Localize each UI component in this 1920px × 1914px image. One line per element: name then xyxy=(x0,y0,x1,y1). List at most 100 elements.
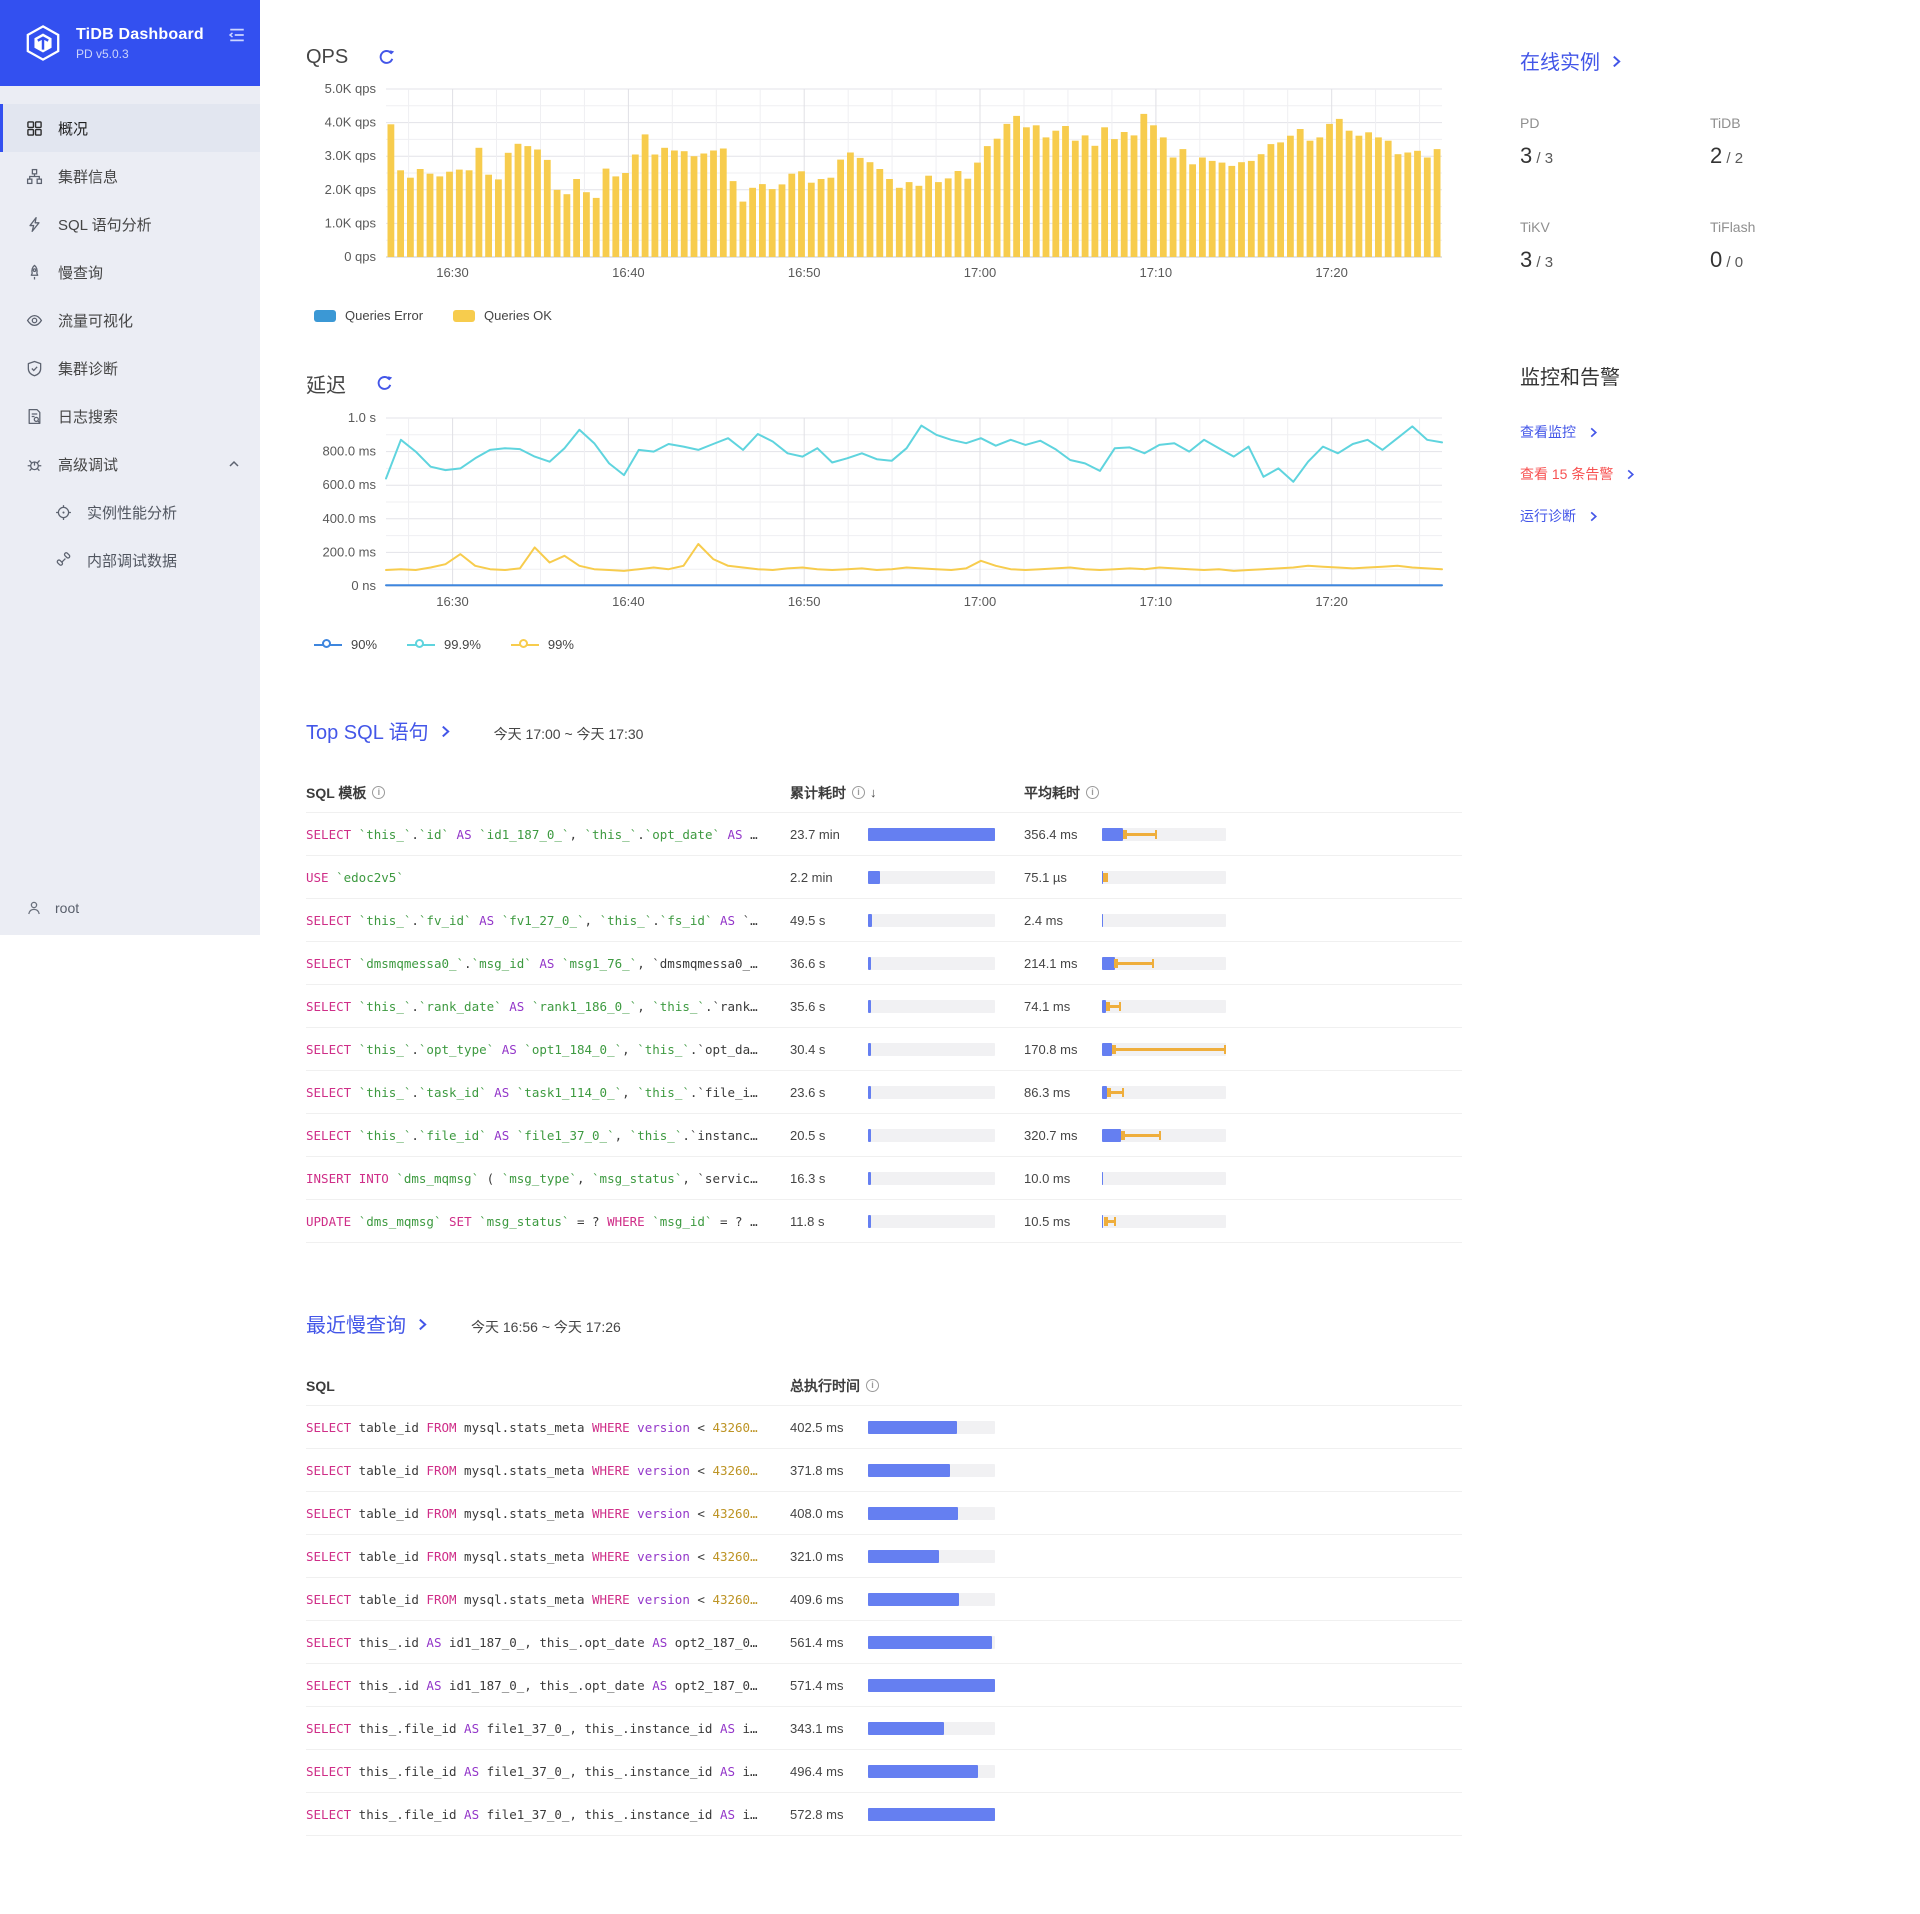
sidebar-item-label: 集群信息 xyxy=(58,168,119,186)
sidebar-item-label: 集群诊断 xyxy=(58,360,119,378)
exec-time-bar xyxy=(868,1420,995,1434)
sidebar-collapse-icon[interactable] xyxy=(228,26,246,44)
legend-marker xyxy=(407,638,436,651)
sort-desc-icon[interactable]: ↓ xyxy=(870,785,877,800)
link-run-diagnose[interactable]: 运行诊断 xyxy=(1520,506,1880,526)
legend-item-99.9%[interactable]: 99.9% xyxy=(407,637,481,652)
sql-template: SELECT `this_`.`id` AS `id1_187_0_`, `th… xyxy=(306,826,758,842)
table-row[interactable]: SELECT `dmsmqmessa0_`.`msg_id` AS `msg1_… xyxy=(306,942,1462,985)
table-row[interactable]: USE `edoc2v5` 2.2 min 75.1 µs xyxy=(306,856,1462,899)
table-row[interactable]: SELECT `this_`.`id` AS `id1_187_0_`, `th… xyxy=(306,813,1462,856)
svg-text:200.0 ms: 200.0 ms xyxy=(323,544,377,559)
app-title: TiDB Dashboard xyxy=(76,25,204,43)
table-row[interactable]: SELECT `this_`.`opt_type` AS `opt1_184_0… xyxy=(306,1028,1462,1071)
bug-icon xyxy=(26,456,43,473)
user-menu[interactable]: root xyxy=(0,881,260,935)
sidebar-item-sql-statements[interactable]: SQL 语句分析 xyxy=(0,200,260,248)
legend-item-90%[interactable]: 90% xyxy=(314,637,377,652)
log-search-icon xyxy=(26,408,43,425)
info-icon[interactable]: i xyxy=(1086,786,1099,799)
exec-time: 572.8 ms xyxy=(790,1806,844,1822)
chevron-right-icon xyxy=(416,1318,429,1331)
sql-template: SELECT `this_`.`task_id` AS `task1_114_0… xyxy=(306,1084,758,1100)
latency-section: 延迟 1.0 s 800.0 ms 600.0 ms 400.0 ms 200.0 ms… xyxy=(306,369,1462,652)
sidebar-item-overview[interactable]: 概况 xyxy=(0,104,260,152)
table-row[interactable]: UPDATE `dms_mqmsg` SET `msg_status` = ? … xyxy=(306,1200,1462,1243)
table-row[interactable]: SELECT table_id FROM mysql.stats_meta WH… xyxy=(306,1578,1462,1621)
avg-duration: 86.3 ms xyxy=(1024,1084,1071,1100)
table-row[interactable]: SELECT `this_`.`task_id` AS `task1_114_0… xyxy=(306,1071,1462,1114)
info-icon[interactable]: i xyxy=(852,786,865,799)
refresh-icon[interactable] xyxy=(378,49,395,66)
svg-text:16:40: 16:40 xyxy=(612,594,645,609)
table-row[interactable]: SELECT this_.id AS id1_187_0_, this_.opt… xyxy=(306,1621,1462,1664)
svg-text:2.0K qps: 2.0K qps xyxy=(325,182,377,197)
sidebar-item-keyviz[interactable]: 流量可视化 xyxy=(0,296,260,344)
table-row[interactable]: SELECT table_id FROM mysql.stats_meta WH… xyxy=(306,1449,1462,1492)
total-duration-bar xyxy=(868,1085,995,1099)
legend-item-queries-error[interactable]: Queries Error xyxy=(314,308,423,323)
legend-marker xyxy=(510,638,539,651)
instance-group-pd: PD 3 / 3 xyxy=(1520,115,1710,169)
table-row[interactable]: SELECT `this_`.`rank_date` AS `rank1_186… xyxy=(306,985,1462,1028)
sidebar-item-label: 流量可视化 xyxy=(58,312,134,330)
grid-icon xyxy=(26,120,43,137)
sql-template: UPDATE `dms_mqmsg` SET `msg_status` = ? … xyxy=(306,1213,758,1229)
legend-marker xyxy=(314,638,342,651)
table-row[interactable]: SELECT table_id FROM mysql.stats_meta WH… xyxy=(306,1406,1462,1449)
instances-link[interactable]: 在线实例 xyxy=(1520,46,1623,75)
info-icon[interactable]: i xyxy=(866,1379,879,1392)
sql-template: SELECT `this_`.`file_id` AS `file1_37_0_… xyxy=(306,1127,758,1143)
exec-time-bar xyxy=(868,1463,995,1477)
info-icon[interactable]: i xyxy=(372,786,386,799)
sidebar-item-debug-data[interactable]: 内部调试数据 xyxy=(0,536,260,584)
avg-duration-bar xyxy=(1102,913,1226,927)
chevron-right-icon xyxy=(1625,469,1636,480)
chevron-right-icon xyxy=(439,725,452,738)
table-row[interactable]: SELECT `this_`.`fv_id` AS `fv1_27_0_`, `… xyxy=(306,899,1462,942)
sidebar-item-slow-query[interactable]: 慢查询 xyxy=(0,248,260,296)
qps-chart[interactable]: 5.0K qps 4.0K qps 3.0K qps 2.0K qps 1.0K qps… xyxy=(306,81,1462,290)
qps-title: QPS xyxy=(306,46,349,68)
right-panel: 在线实例 PD 3 / 3 TiDB 2 / 2 TiKV 3 / 3 TiFlash 0 /… xyxy=(1510,0,1920,526)
svg-text:16:30: 16:30 xyxy=(436,265,469,280)
exec-time-bar xyxy=(868,1592,995,1606)
latency-chart[interactable]: 1.0 s 800.0 ms 600.0 ms 400.0 ms 200.0 ms 0 n… xyxy=(306,410,1462,619)
sidebar-nav: 概况集群信息 SQL 语句分析 慢查询流量可视化集群诊断日志搜索 高级调试 实例性能分析… xyxy=(0,86,260,584)
sidebar-item-cluster-diagnose[interactable]: 集群诊断 xyxy=(0,344,260,392)
legend-item-queries-ok[interactable]: Queries OK xyxy=(453,308,552,323)
exec-time-bar xyxy=(868,1678,995,1692)
table-row[interactable]: SELECT this_.file_id AS file1_37_0_, thi… xyxy=(306,1750,1462,1793)
instance-type-label: PD xyxy=(1520,115,1540,131)
svg-text:600.0 ms: 600.0 ms xyxy=(323,477,377,492)
total-duration: 23.7 min xyxy=(790,826,840,842)
slow-query-link[interactable]: 最近慢查询 xyxy=(306,1309,429,1338)
svg-text:5.0K qps: 5.0K qps xyxy=(325,83,377,96)
refresh-icon[interactable] xyxy=(376,375,393,392)
table-row[interactable]: SELECT table_id FROM mysql.stats_meta WH… xyxy=(306,1492,1462,1535)
table-row[interactable]: SELECT this_.id AS id1_187_0_, this_.opt… xyxy=(306,1664,1462,1707)
svg-text:17:00: 17:00 xyxy=(964,265,997,280)
link-view-monitoring[interactable]: 查看监控 xyxy=(1520,422,1880,442)
avg-duration: 75.1 µs xyxy=(1024,869,1067,885)
svg-text:4.0K qps: 4.0K qps xyxy=(325,115,377,130)
sidebar-item-advanced-debug[interactable]: 高级调试 xyxy=(0,440,260,488)
table-row[interactable]: SELECT table_id FROM mysql.stats_meta WH… xyxy=(306,1535,1462,1578)
table-row[interactable]: SELECT this_.file_id AS file1_37_0_, thi… xyxy=(306,1707,1462,1750)
sidebar-item-cluster-info[interactable]: 集群信息 xyxy=(0,152,260,200)
sql-template: SELECT `dmsmqmessa0_`.`msg_id` AS `msg1_… xyxy=(306,955,758,971)
exec-time: 409.6 ms xyxy=(790,1591,844,1607)
link-view-alerts[interactable]: 查看 15 条告警 xyxy=(1520,464,1880,484)
legend-item-99%[interactable]: 99% xyxy=(510,637,574,652)
table-row[interactable]: INSERT INTO `dms_mqmsg` ( `msg_type`, `m… xyxy=(306,1157,1462,1200)
table-row[interactable]: SELECT this_.file_id AS file1_37_0_, thi… xyxy=(306,1793,1462,1836)
svg-text:1.0 s: 1.0 s xyxy=(348,412,377,425)
svg-text:17:20: 17:20 xyxy=(1315,265,1348,280)
top-sql-link[interactable]: Top SQL 语句 xyxy=(306,716,452,745)
table-row[interactable]: SELECT `this_`.`file_id` AS `file1_37_0_… xyxy=(306,1114,1462,1157)
sidebar-item-instance-profiling[interactable]: 实例性能分析 xyxy=(0,488,260,536)
sql-text: SELECT this_.file_id AS file1_37_0_, thi… xyxy=(306,1806,758,1822)
thunderbolt-icon xyxy=(26,216,43,233)
sidebar-item-log-search[interactable]: 日志搜索 xyxy=(0,392,260,440)
avg-duration: 2.4 ms xyxy=(1024,912,1064,928)
